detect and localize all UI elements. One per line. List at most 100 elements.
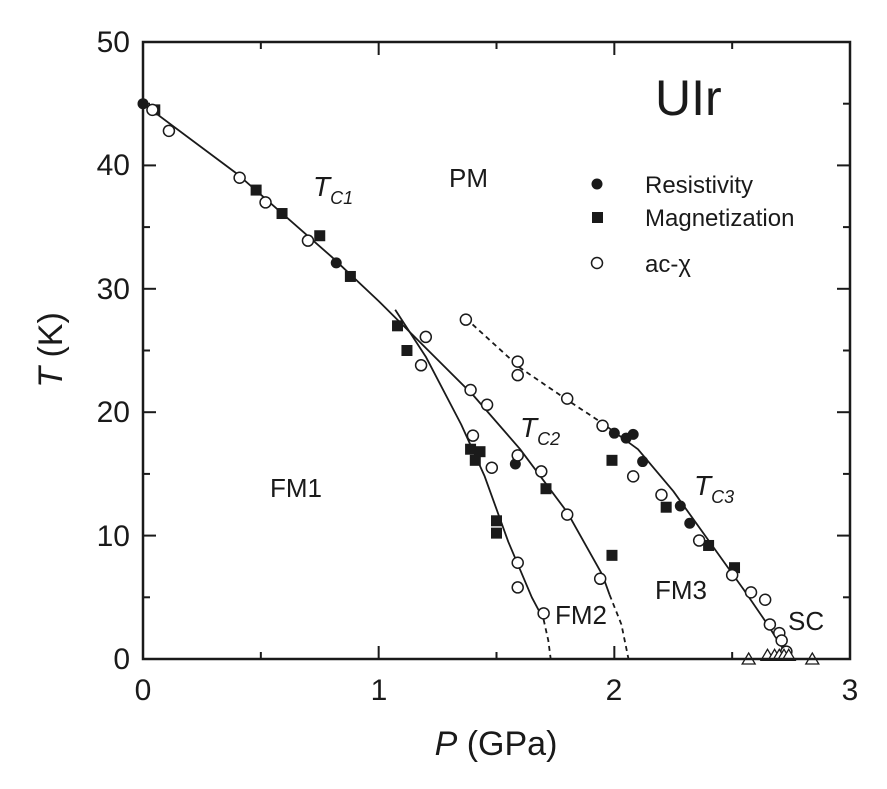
x-axis-title: P (GPa) <box>435 725 558 763</box>
point-ac <box>626 470 640 483</box>
point-resistivity <box>330 257 342 269</box>
point-ac <box>414 359 428 372</box>
point-magnetization <box>344 270 356 282</box>
region-label-fm3: FM3 <box>655 575 707 605</box>
curve-t-c2 <box>394 309 545 620</box>
x-axis-symbol: P <box>435 725 458 763</box>
legend-marker-ac-chi <box>590 256 604 270</box>
curve-label-tc2-sub: C2 <box>537 429 560 449</box>
plot-frame <box>141 40 852 661</box>
point-ac <box>725 568 739 582</box>
point-resistivity <box>637 456 649 468</box>
point-ac <box>301 234 315 247</box>
curve-label-tc1: TC1 <box>313 171 353 208</box>
point-ac <box>480 398 494 412</box>
curve-label-tc2: TC2 <box>520 412 560 449</box>
curve-t-c1-extrapolation <box>608 594 630 660</box>
point-resistivity <box>684 517 696 529</box>
point-ac <box>464 383 477 397</box>
y-tick-label-20: 20 <box>97 396 130 429</box>
point-ac <box>763 618 777 631</box>
y-tick-label-30: 30 <box>97 273 130 306</box>
curve-label-tc3: TC3 <box>694 470 734 507</box>
y-axis-unit: (K) <box>32 312 70 357</box>
point-magnetization <box>606 549 618 561</box>
point-magnetization <box>474 446 486 458</box>
point-magnetization <box>469 454 481 466</box>
point-resistivity <box>627 428 639 440</box>
point-magnetization <box>401 345 413 356</box>
point-ac <box>744 586 758 599</box>
legend: Resistivity Magnetization ac-χ <box>590 172 794 278</box>
x-tick-label-2: 2 <box>606 674 623 707</box>
point-magnetization <box>540 483 552 495</box>
curve-label-tc1-main: T <box>313 171 332 202</box>
x-axis-unit: (GPa) <box>467 725 558 763</box>
point-ac <box>233 171 246 184</box>
point-magnetization <box>491 515 502 527</box>
x-tick-label-3: 3 <box>842 674 859 707</box>
points-layer <box>137 98 820 665</box>
point-magnetization <box>729 562 741 574</box>
point-ac <box>758 593 772 607</box>
point-magnetization <box>392 320 404 332</box>
point-magnetization <box>606 454 618 466</box>
x-tick-label-1: 1 <box>371 674 388 707</box>
point-resistivity <box>608 427 620 439</box>
point-ac <box>537 607 550 620</box>
point-ac <box>655 488 668 502</box>
point-ac <box>466 429 480 442</box>
point-ac <box>511 581 524 594</box>
point-magnetization <box>660 501 672 513</box>
point-ac <box>146 103 159 117</box>
curve-label-tc1-sub: C1 <box>330 188 353 208</box>
point-ac <box>485 461 499 474</box>
point-ac <box>511 368 524 382</box>
point-magnetization <box>276 208 288 220</box>
curve-label-tc3-main: T <box>694 470 713 501</box>
curve-label-tc2-main: T <box>520 412 539 443</box>
point-resistivity <box>674 500 686 512</box>
curve-t-c1 <box>142 102 611 596</box>
point-ac <box>511 355 524 368</box>
region-label-fm1: FM1 <box>270 473 322 503</box>
region-label-pm: PM <box>449 163 488 193</box>
ticks-layer <box>142 41 851 660</box>
y-tick-label-0: 0 <box>113 643 130 676</box>
point-ac <box>596 419 609 433</box>
legend-marker-resistivity <box>591 178 603 190</box>
point-ac <box>511 556 524 569</box>
point-ac <box>511 449 524 462</box>
x-tick-label-0: 0 <box>135 674 152 707</box>
point-ac <box>593 572 607 586</box>
y-tick-label-40: 40 <box>97 149 130 182</box>
y-axis-title: T (K) <box>32 312 70 388</box>
point-magnetization <box>703 539 715 551</box>
region-label-sc: SC <box>788 606 824 636</box>
point-ac <box>560 392 574 405</box>
point-magnetization <box>250 184 262 196</box>
y-axis-symbol: T <box>32 365 70 388</box>
point-ac <box>692 534 706 547</box>
point-magnetization <box>491 527 502 539</box>
y-tick-label-10: 10 <box>97 520 130 553</box>
point-ac <box>459 313 473 326</box>
point-ac <box>419 330 433 344</box>
point-ac <box>535 465 548 478</box>
chart-title: UIr <box>655 70 722 126</box>
y-tick-label-50: 50 <box>97 26 130 59</box>
curve-label-tc3-sub: C3 <box>711 487 734 507</box>
legend-label-resistivity: Resistivity <box>645 172 753 199</box>
point-ac <box>259 196 272 209</box>
point-ac <box>560 508 574 521</box>
point-ac <box>162 124 176 138</box>
point-magnetization <box>465 443 477 455</box>
curve-t-c2-extrapolation <box>542 619 552 660</box>
point-ac <box>775 634 788 647</box>
point-sc <box>781 648 797 661</box>
legend-label-magnetization: Magnetization <box>645 205 794 232</box>
legend-marker-magnetization <box>592 212 603 223</box>
legend-label-ac-chi: ac-χ <box>645 251 691 278</box>
